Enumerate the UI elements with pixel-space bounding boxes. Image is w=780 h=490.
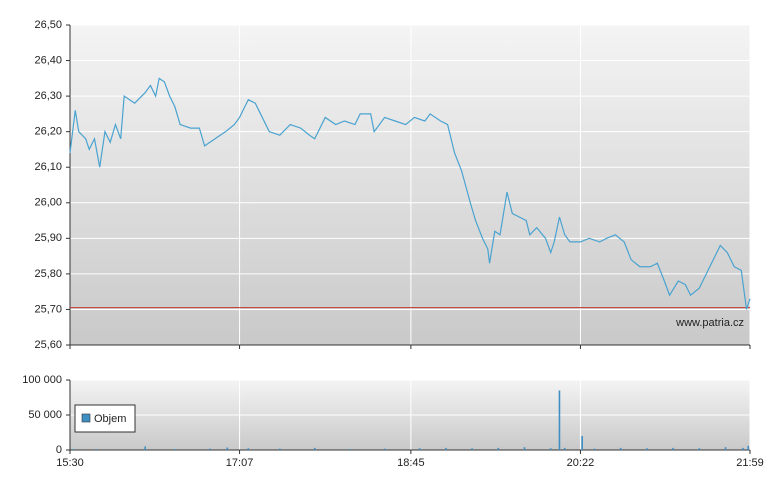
volume-bar [742,447,744,450]
volume-bar [619,447,622,450]
volume-bar [497,447,500,450]
volume-bar [313,447,316,450]
volume-bar [278,448,281,450]
y-tick-label: 0 [56,444,62,456]
volume-bar [549,448,552,450]
volume-bar [383,448,386,450]
volume-bar [646,448,648,450]
volume-bar [558,390,561,450]
price-plot-area [70,25,750,345]
y-tick-label: 26,00 [34,197,62,209]
volume-bar [209,448,211,450]
y-tick-label: 26,50 [34,19,62,31]
x-tick-label: 17:07 [226,457,254,469]
volume-bar [581,436,583,450]
volume-bar [672,447,674,450]
y-tick-label: 26,10 [34,161,62,173]
x-tick-label: 20:22 [567,457,595,469]
volume-bar [144,446,146,450]
legend-swatch [81,413,91,423]
volume-bar [563,447,566,450]
watermark: www.patria.cz [675,317,744,329]
volume-bar [95,449,98,450]
y-tick-label: 25,60 [34,339,62,351]
y-tick-label: 26,40 [34,54,62,66]
volume-bar [747,445,750,450]
price-line [69,77,751,310]
volume-bar [523,447,526,450]
y-tick-label: 25,80 [34,268,62,280]
y-tick-label: 26,30 [34,90,62,102]
volume-bar [226,447,229,450]
x-tick-label: 15:30 [56,457,84,469]
volume-bar [348,448,351,450]
volume-bar [445,447,447,450]
y-tick-label: 25,90 [34,232,62,244]
volume-bar [72,448,75,450]
volume-bar [174,448,176,450]
legend-label: Objem [94,413,126,425]
volume-bar [724,447,727,450]
volume-bar [471,448,473,450]
x-tick-label: 18:45 [397,457,425,469]
volume-bar [247,448,250,450]
y-tick-label: 26,20 [34,126,62,138]
volume-bar [593,448,596,450]
y-tick-label: 100 000 [22,374,62,386]
y-tick-label: 50 000 [28,409,62,421]
volume-bar [418,448,421,450]
volume-bar [698,448,701,450]
y-tick-label: 25,70 [34,303,62,315]
x-tick-label: 21:59 [736,457,764,469]
